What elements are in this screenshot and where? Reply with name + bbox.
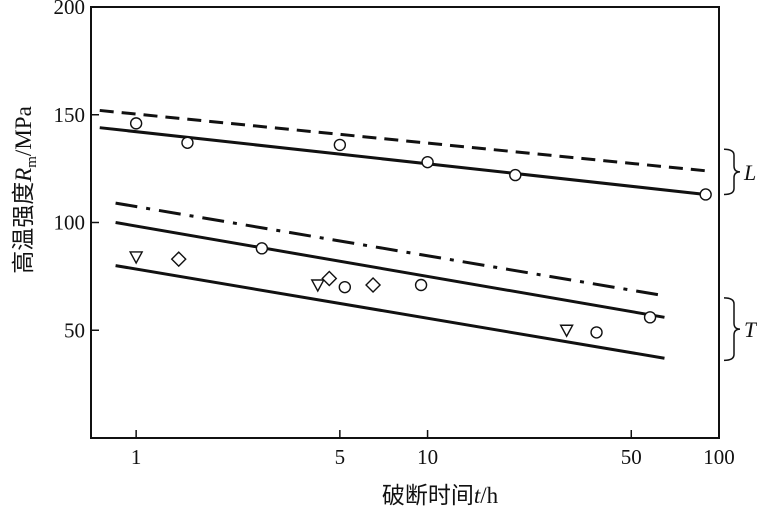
series-line-5 xyxy=(115,264,665,360)
x-axis-unit: /h xyxy=(480,483,498,508)
x-tick-label: 100 xyxy=(703,445,735,469)
y-tick-label: 50 xyxy=(64,318,85,342)
group-brackets: LT xyxy=(723,148,757,362)
circle-marker xyxy=(509,168,522,182)
y-axis-unit: /MPa xyxy=(11,106,36,156)
y-tick-label: 200 xyxy=(54,0,86,19)
circle-marker xyxy=(333,138,347,152)
series-line-1 xyxy=(99,108,706,173)
circle-marker xyxy=(255,242,269,255)
triangle-marker xyxy=(310,279,325,293)
y-axis-title: 高温强度Rm/MPa xyxy=(11,106,40,274)
y-axis-subscript: m xyxy=(24,156,40,168)
circle-marker xyxy=(699,188,712,201)
circle-marker xyxy=(590,326,603,339)
tick-marks: 1 5 10 50 100 50 100 150 200 xyxy=(54,0,735,469)
circle-marker xyxy=(643,311,657,324)
x-tick-label: 10 xyxy=(417,445,438,469)
y-tick-label: 150 xyxy=(54,103,86,127)
bracket-label-l: L xyxy=(743,160,756,185)
circle-marker xyxy=(414,278,428,292)
brace-l xyxy=(723,148,741,196)
x-tick-label: 50 xyxy=(621,445,642,469)
x-tick-label: 5 xyxy=(335,445,346,469)
x-axis-label-text: 破断时间 xyxy=(382,483,474,508)
series-line-2 xyxy=(99,126,706,196)
series-line-4 xyxy=(115,221,665,319)
triangle-marker xyxy=(128,251,144,265)
series-line-3 xyxy=(115,201,665,298)
y-tick-label: 100 xyxy=(54,211,86,235)
plot-area xyxy=(90,6,720,439)
brace-t xyxy=(723,297,741,362)
x-axis-variable: t xyxy=(474,483,481,508)
triangle-marker xyxy=(559,324,574,338)
diamond-marker xyxy=(365,277,382,293)
circle-marker xyxy=(421,155,434,169)
x-tick-label: 1 xyxy=(131,445,142,469)
diamond-marker xyxy=(321,270,338,287)
circle-marker xyxy=(181,136,194,149)
circle-marker xyxy=(129,117,143,130)
diamond-marker xyxy=(170,251,187,268)
x-axis-title: 破断时间t/h xyxy=(382,483,499,508)
data-markers xyxy=(128,117,712,339)
trend-lines xyxy=(99,108,706,360)
y-axis-label-text: 高温强度 xyxy=(11,182,36,274)
circle-marker xyxy=(338,280,352,294)
bracket-label-t: T xyxy=(744,317,757,342)
y-axis-variable: R xyxy=(11,168,36,183)
plot-border xyxy=(90,6,720,439)
